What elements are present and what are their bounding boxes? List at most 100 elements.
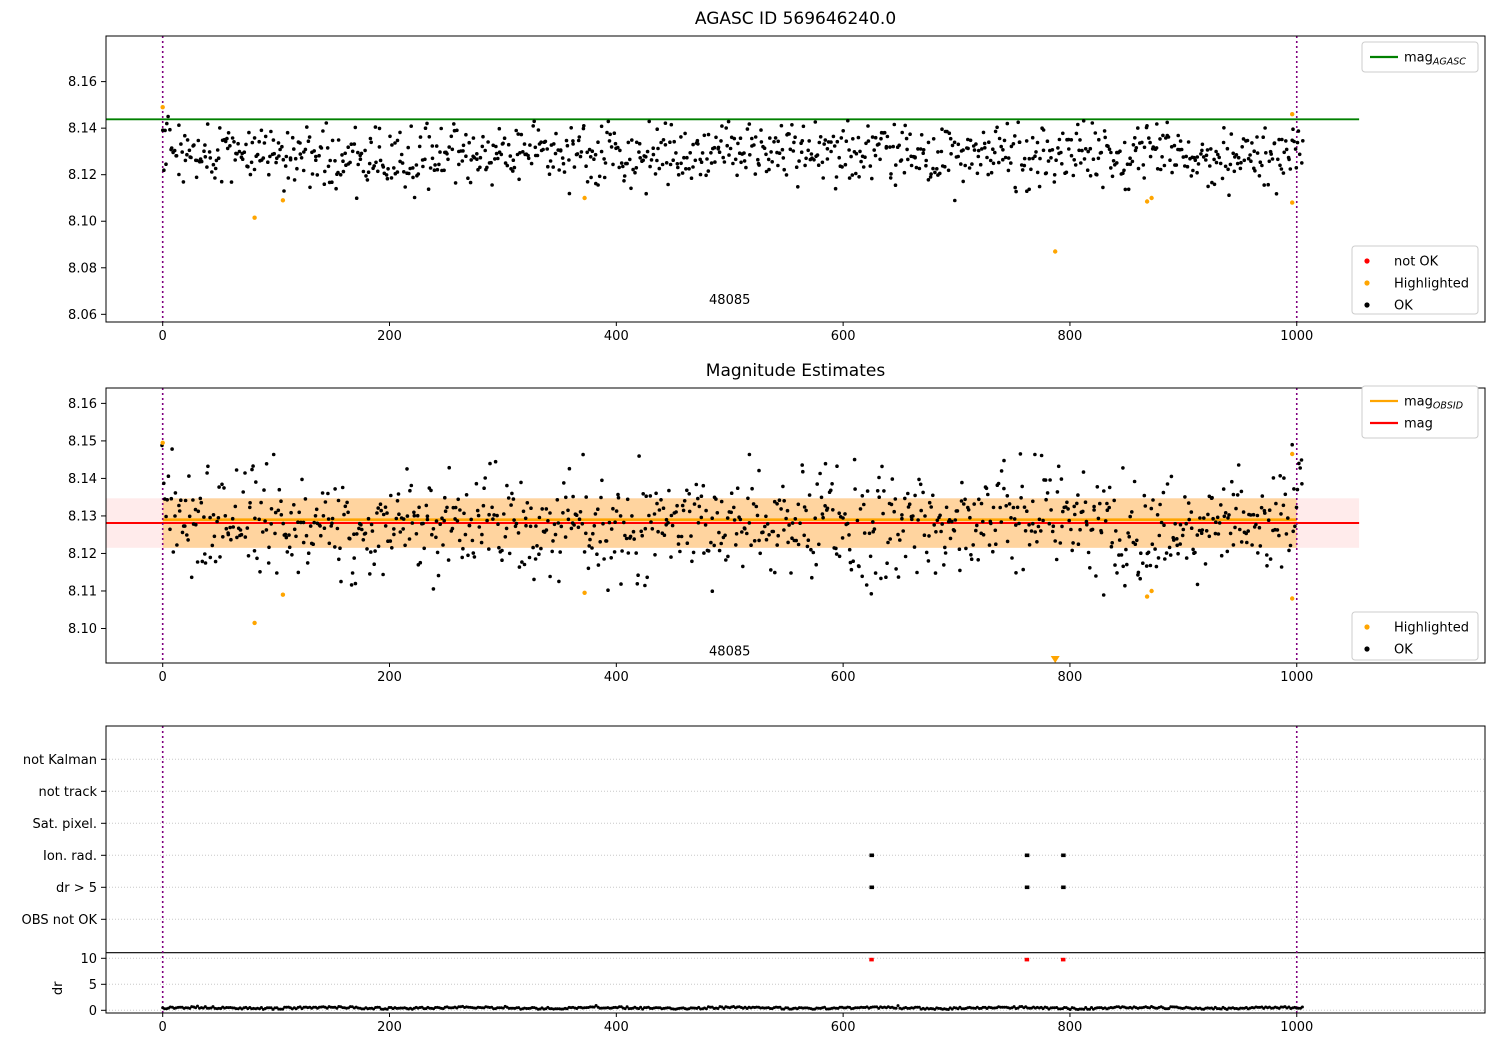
ok-point — [735, 486, 740, 491]
ok-point — [1022, 505, 1027, 510]
ok-point — [491, 143, 496, 148]
ok-point — [641, 158, 645, 163]
ok-point — [1121, 171, 1125, 175]
ok-point — [931, 137, 936, 141]
ok-point — [211, 513, 216, 517]
ok-point — [1239, 540, 1244, 544]
ok-point — [759, 140, 764, 144]
ok-point — [900, 130, 904, 135]
ok-point — [434, 535, 438, 540]
ok-point — [261, 530, 265, 534]
ok-point — [203, 155, 208, 159]
ok-point — [746, 496, 750, 501]
ok-point — [389, 176, 394, 180]
ok-point — [1095, 485, 1100, 489]
ok-point — [360, 527, 364, 532]
ok-point — [691, 142, 695, 147]
ok-point — [280, 144, 284, 149]
ok-point — [273, 531, 277, 536]
ok-point — [421, 521, 425, 526]
ok-point — [213, 166, 218, 171]
ok-point — [203, 561, 208, 565]
dr-tick-label: 0 — [89, 1004, 97, 1019]
ok-point — [431, 587, 436, 591]
ok-point — [254, 480, 258, 484]
ok-point — [743, 526, 747, 531]
ok-point — [205, 122, 210, 126]
ok-point — [414, 163, 419, 167]
ok-point — [1241, 510, 1246, 514]
ok-point — [1290, 442, 1294, 447]
ok-point — [1248, 513, 1253, 517]
ok-point — [199, 500, 204, 505]
ok-point — [571, 142, 575, 146]
ok-point — [1257, 174, 1262, 178]
ok-point — [926, 178, 931, 182]
ok-point — [554, 131, 558, 136]
ok-point — [243, 471, 247, 475]
ok-point — [1044, 171, 1049, 175]
ok-point — [1076, 122, 1080, 127]
dr-point — [1300, 1005, 1304, 1009]
ok-point — [854, 171, 858, 176]
ok-point — [505, 483, 509, 488]
ok-point — [233, 504, 238, 509]
ok-point — [1162, 163, 1167, 168]
ok-point — [557, 168, 561, 172]
ok-point — [261, 156, 266, 160]
ok-point — [1132, 479, 1137, 484]
ok-point — [995, 125, 999, 130]
ok-point — [1077, 148, 1081, 153]
highlighted-point — [1290, 451, 1295, 457]
ok-point — [1297, 461, 1301, 466]
ok-point — [1018, 452, 1023, 456]
ok-point — [1031, 521, 1035, 526]
ok-point — [1265, 564, 1269, 568]
ok-point — [912, 545, 917, 549]
ok-point — [924, 550, 929, 555]
ok-point — [364, 174, 368, 178]
ok-point — [638, 156, 642, 160]
ok-point — [302, 150, 306, 154]
ok-point — [282, 189, 286, 193]
ok-point — [819, 495, 824, 500]
ok-point — [999, 520, 1004, 524]
ok-point — [750, 486, 754, 491]
ok-point — [1268, 557, 1273, 561]
ok-point — [366, 516, 371, 521]
ok-point — [764, 152, 768, 157]
ok-point — [194, 522, 198, 527]
ok-point — [1067, 147, 1071, 151]
ok-point — [541, 147, 545, 152]
ok-point — [428, 166, 433, 170]
ok-point — [179, 498, 183, 503]
ok-point — [389, 493, 393, 498]
ok-point — [442, 168, 446, 173]
ok-point — [964, 546, 968, 551]
ok-point — [183, 158, 188, 163]
ok-point — [659, 140, 663, 145]
ok-point — [440, 516, 444, 520]
y-tick-label: 8.06 — [68, 308, 97, 323]
ok-point — [1148, 140, 1152, 145]
ok-point — [872, 148, 876, 152]
ok-point — [1037, 517, 1042, 522]
ok-point — [841, 129, 845, 133]
ok-point — [961, 179, 965, 184]
ok-point — [901, 529, 905, 533]
ok-point — [1122, 168, 1126, 173]
ok-point — [476, 167, 480, 172]
ok-point — [166, 114, 170, 119]
ok-point — [732, 518, 737, 522]
ok-point — [666, 182, 670, 187]
ok-point — [460, 159, 465, 163]
ok-point — [1291, 127, 1295, 131]
ok-point — [208, 156, 213, 160]
ok-point — [877, 475, 881, 480]
ok-point — [520, 560, 524, 564]
ok-point — [212, 534, 217, 539]
ok-point — [1206, 184, 1210, 189]
ok-point — [431, 527, 436, 531]
ok-point — [847, 533, 851, 537]
ok-point — [439, 126, 444, 131]
